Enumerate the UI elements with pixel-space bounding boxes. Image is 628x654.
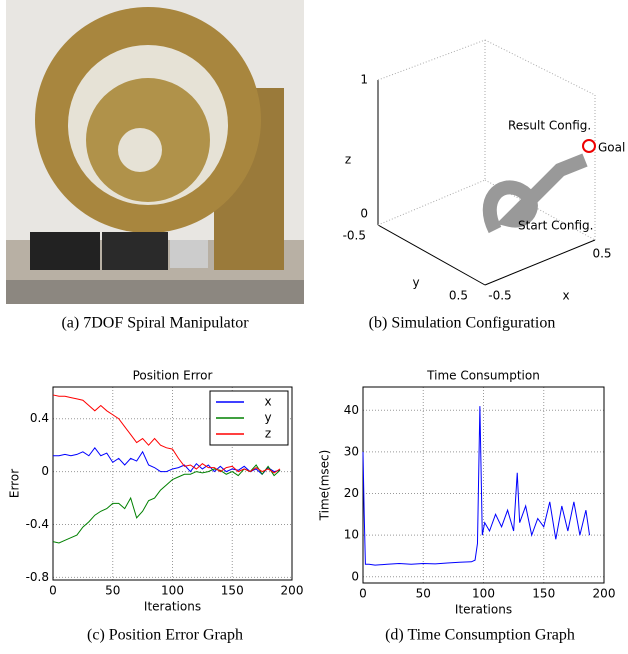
y-axis-label: Error xyxy=(8,469,22,498)
y-axis-label: Time(msec) xyxy=(318,450,332,522)
legend-label: x xyxy=(264,395,271,409)
plot-frame xyxy=(362,386,605,584)
x-tick-label: 0 xyxy=(359,587,367,601)
caption: (b) Simulation Configuration xyxy=(369,315,556,332)
photo-device xyxy=(30,232,100,270)
y-tick-label: 20 xyxy=(344,486,359,500)
robot-shape xyxy=(482,153,588,234)
y-tick-label: 30 xyxy=(344,444,359,458)
data-line xyxy=(362,406,591,566)
x-tick-label: 100 xyxy=(161,584,184,598)
chart-title: Position Error xyxy=(133,369,213,383)
x-tick-label: 0 xyxy=(49,584,57,598)
x-tick-label: 50 xyxy=(416,587,431,601)
grid-line xyxy=(377,179,486,226)
y-tick-label: 0 xyxy=(351,569,359,583)
goal-marker xyxy=(582,139,596,153)
axis-label: y xyxy=(412,276,419,290)
x-tick-label: 100 xyxy=(472,587,495,601)
y-tick-label: -0.8 xyxy=(26,570,49,584)
photo-base xyxy=(6,280,304,304)
x-tick-label: 200 xyxy=(593,587,616,601)
x-tick-label: 150 xyxy=(532,587,555,601)
chart-title: Time Consumption xyxy=(426,369,540,383)
caption: (c) Position Error Graph xyxy=(87,627,243,644)
y-tick-label: 0.4 xyxy=(30,411,49,425)
tick-label: -0.5 xyxy=(488,289,511,303)
photo xyxy=(6,0,304,304)
annotation: Result Config. xyxy=(508,119,591,133)
tick-label: 1 xyxy=(360,73,368,87)
y-tick-label: -0.4 xyxy=(26,517,49,531)
data-line xyxy=(52,394,281,474)
axis-label: x xyxy=(562,289,569,303)
y-tick-label: 10 xyxy=(344,528,359,542)
annotation: Start Config. xyxy=(518,219,593,233)
caption: (d) Time Consumption Graph xyxy=(385,627,575,644)
tick-label: 0.5 xyxy=(592,247,611,261)
x-tick-label: 200 xyxy=(281,584,304,598)
legend-label: z xyxy=(265,427,271,441)
plot-frame xyxy=(52,386,293,581)
axis xyxy=(484,239,596,286)
tick-label: 0.5 xyxy=(449,289,468,303)
data-line xyxy=(52,464,281,544)
x-axis-label: Iterations xyxy=(144,600,201,614)
photo-block xyxy=(170,240,208,268)
tick-label: 0 xyxy=(360,207,368,221)
caption: (a) 7DOF Spiral Manipulator xyxy=(61,315,249,332)
grid-line xyxy=(484,39,596,96)
x-tick-label: 50 xyxy=(105,584,120,598)
x-tick-label: 150 xyxy=(221,584,244,598)
axis-label: z xyxy=(345,153,351,167)
simulation-plot xyxy=(377,39,596,286)
tick-label: -0.5 xyxy=(343,229,366,243)
y-tick-label: 0 xyxy=(41,464,49,478)
photo-device xyxy=(102,232,168,270)
legend-label: y xyxy=(264,411,271,425)
annotation: Goal xyxy=(598,141,625,155)
axis xyxy=(377,224,486,286)
x-axis-label: Iterations xyxy=(455,603,512,617)
grid-line xyxy=(377,39,486,81)
data-line xyxy=(53,446,281,475)
photo-spiral-core xyxy=(118,128,162,172)
y-tick-label: 40 xyxy=(344,403,359,417)
